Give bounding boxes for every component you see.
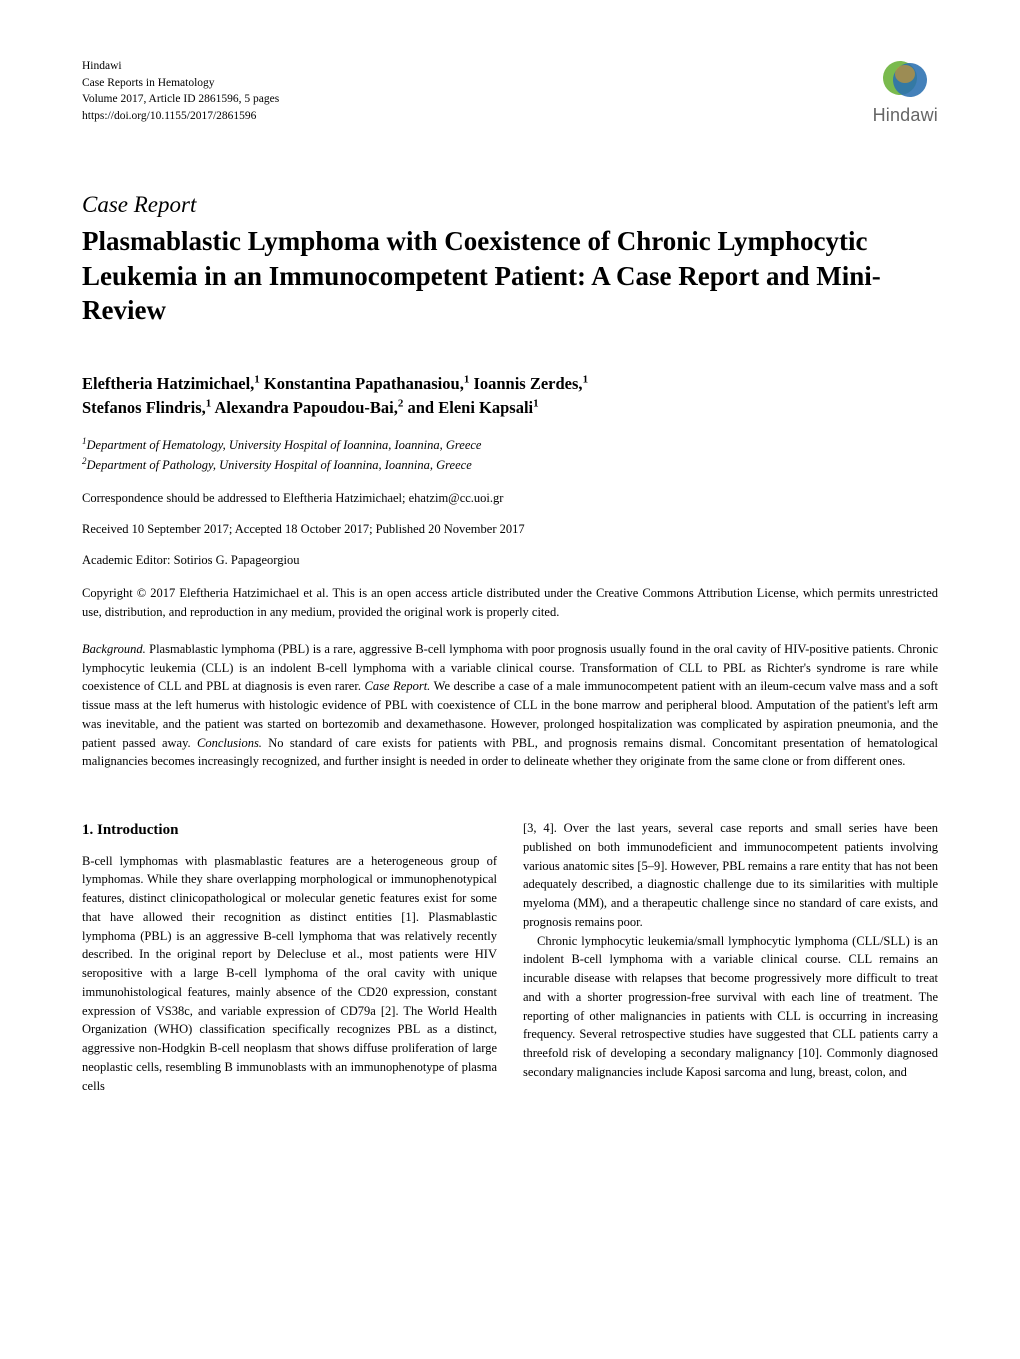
volume-line: Volume 2017, Article ID 2861596, 5 pages bbox=[82, 91, 279, 108]
author-affil-sup: 1 bbox=[583, 373, 589, 385]
abstract-block: Background. Plasmablastic lymphoma (PBL)… bbox=[82, 640, 938, 771]
journal-info-block: Hindawi Case Reports in Hematology Volum… bbox=[82, 58, 279, 125]
body-columns: 1. Introduction B-cell lymphomas with pl… bbox=[82, 819, 938, 1095]
affiliation-line: 2Department of Pathology, University Hos… bbox=[82, 455, 938, 475]
copyright-notice: Copyright © 2017 Eleftheria Hatzimichael… bbox=[82, 584, 938, 622]
abstract-conclusions-label: Conclusions. bbox=[197, 736, 262, 750]
doi-line: https://doi.org/10.1155/2017/2861596 bbox=[82, 108, 279, 125]
affiliations-block: 1Department of Hematology, University Ho… bbox=[82, 435, 938, 475]
abstract-case-label: Case Report. bbox=[365, 679, 431, 693]
authors-block: Eleftheria Hatzimichael, 1 Konstantina Pa… bbox=[82, 372, 938, 420]
author-name: Ioannis Zerdes, bbox=[469, 374, 582, 393]
author-name: Konstantina Papathanasiou, bbox=[260, 374, 464, 393]
academic-editor: Academic Editor: Sotirios G. Papageorgio… bbox=[82, 553, 938, 568]
column-left: 1. Introduction B-cell lymphomas with pl… bbox=[82, 819, 497, 1095]
page-header: Hindawi Case Reports in Hematology Volum… bbox=[82, 58, 938, 126]
author-affil-sup: 1 bbox=[533, 397, 539, 409]
correspondence-line: Correspondence should be addressed to El… bbox=[82, 491, 938, 506]
author-name: and Eleni Kapsali bbox=[403, 398, 533, 417]
affil-text: Department of Pathology, University Hosp… bbox=[87, 459, 472, 473]
author-name: Eleftheria Hatzimichael, bbox=[82, 374, 254, 393]
journal-name: Case Reports in Hematology bbox=[82, 75, 279, 92]
hindawi-logo-icon bbox=[873, 56, 937, 102]
column-right: [3, 4]. Over the last years, several cas… bbox=[523, 819, 938, 1095]
article-type: Case Report bbox=[82, 192, 938, 218]
body-paragraph: B-cell lymphomas with plasmablastic feat… bbox=[82, 852, 497, 1096]
author-name: Stefanos Flindris, bbox=[82, 398, 206, 417]
affiliation-line: 1Department of Hematology, University Ho… bbox=[82, 435, 938, 455]
body-paragraph: Chronic lymphocytic leukemia/small lymph… bbox=[523, 932, 938, 1082]
section-heading-introduction: 1. Introduction bbox=[82, 819, 497, 842]
publisher-logo-text: Hindawi bbox=[873, 105, 938, 126]
article-title: Plasmablastic Lymphoma with Coexistence … bbox=[82, 224, 938, 328]
body-paragraph: [3, 4]. Over the last years, several cas… bbox=[523, 819, 938, 932]
author-name: Alexandra Papoudou-Bai, bbox=[211, 398, 398, 417]
publisher-name: Hindawi bbox=[82, 58, 279, 75]
affil-text: Department of Hematology, University Hos… bbox=[87, 439, 482, 453]
article-dates: Received 10 September 2017; Accepted 18 … bbox=[82, 522, 938, 537]
publisher-logo: Hindawi bbox=[873, 56, 938, 126]
abstract-background-label: Background. bbox=[82, 642, 146, 656]
